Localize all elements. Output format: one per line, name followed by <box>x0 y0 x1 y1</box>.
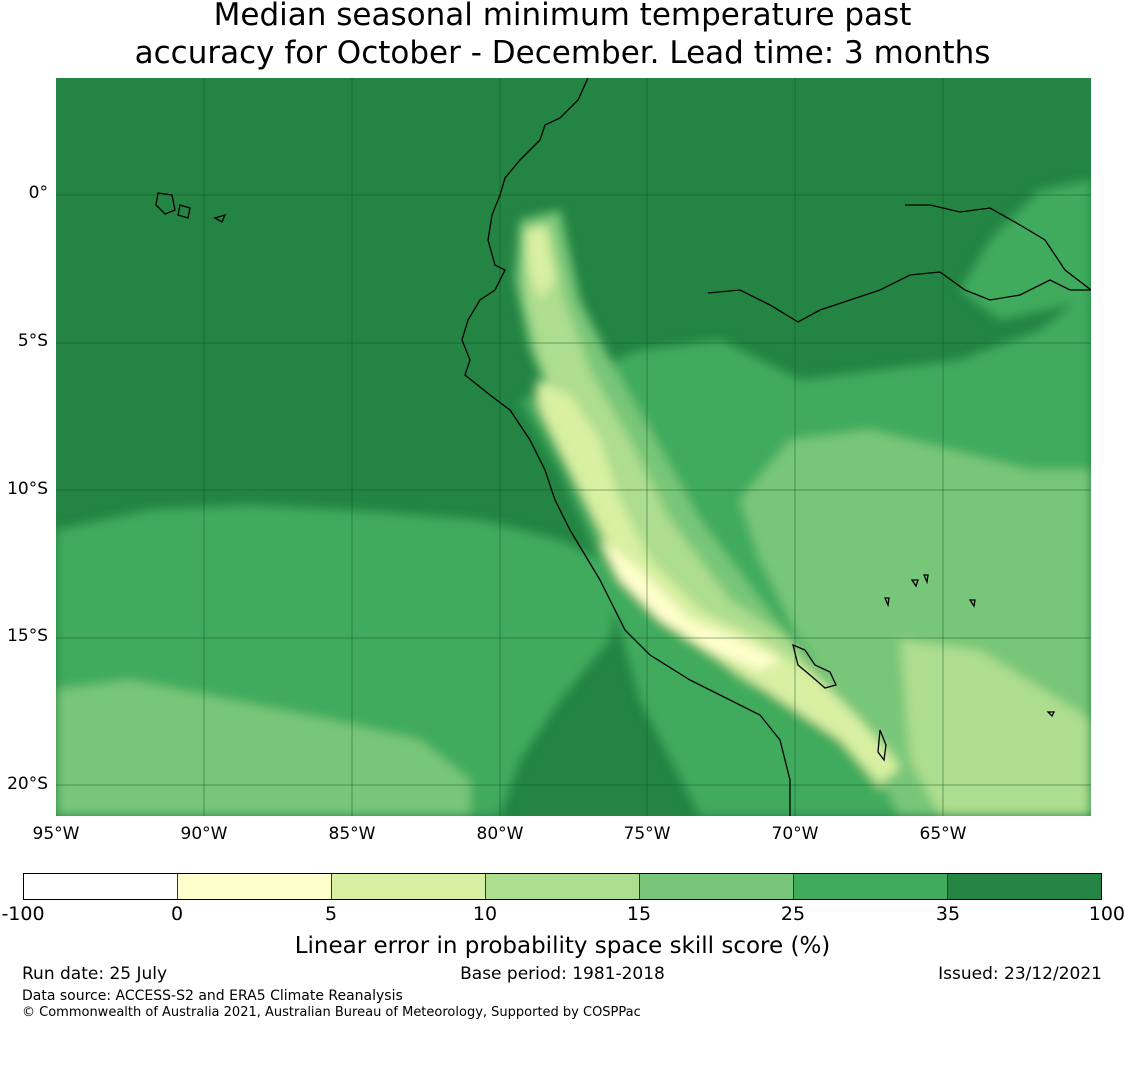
y-tick-label: 0° <box>28 183 48 203</box>
base-period: Base period: 1981-2018 <box>460 964 665 984</box>
amazon-river <box>707 271 1091 323</box>
x-tick-label: 75°W <box>623 824 671 844</box>
lake-small-5 <box>1046 711 1056 718</box>
region-25-35-north <box>960 180 1091 320</box>
region-10-15-southeast <box>900 640 1091 816</box>
lake-poopo <box>877 729 887 762</box>
region-5-10-north <box>525 225 555 300</box>
chart-title-line1: Median seasonal minimum temperature past <box>213 0 912 33</box>
region-15-25-ocean-south <box>56 680 470 816</box>
colorbar-tick: 15 <box>626 903 652 925</box>
colorbar-tick: 100 <box>1088 903 1125 925</box>
amazon-river-north <box>905 204 1091 291</box>
coastlines <box>155 78 1091 816</box>
y-tick-label: 10°S <box>7 479 48 499</box>
colorbar-tick: 10 <box>472 903 498 925</box>
galapagos-island-2 <box>177 204 191 219</box>
copyright: © Commonwealth of Australia 2021, Austra… <box>22 1005 641 1020</box>
x-tick-label: 95°W <box>32 824 80 844</box>
lake-small-2 <box>923 574 929 585</box>
south-america-west-coast <box>461 78 791 816</box>
colorbar-segment <box>794 874 948 899</box>
x-tick-label: 90°W <box>180 824 228 844</box>
x-tick-label: 85°W <box>328 824 376 844</box>
lake-titicaca <box>792 643 837 689</box>
colorbar-tick: 25 <box>780 903 806 925</box>
colorbar-label: Linear error in probability space skill … <box>294 933 831 959</box>
issued-date: Issued: 23/12/2021 <box>938 964 1102 984</box>
colorbar-tick: 0 <box>170 903 184 925</box>
region-0-5-ridge <box>600 540 780 670</box>
colorbar-segment <box>24 874 178 899</box>
colorbar-segment <box>332 874 486 899</box>
y-tick-label: 5°S <box>17 331 48 351</box>
colorbar-tick: -100 <box>1 903 45 925</box>
colorbar-tick: 35 <box>935 903 961 925</box>
lake-small-4 <box>968 599 976 608</box>
x-tick-label: 70°W <box>771 824 819 844</box>
colorbar <box>23 873 1102 900</box>
region-15-25-andes <box>515 210 800 700</box>
x-tick-label: 80°W <box>476 824 524 844</box>
x-tick-label: 65°W <box>919 824 967 844</box>
y-tick-label: 20°S <box>7 774 48 794</box>
colorbar-segment <box>486 874 640 899</box>
colorbar-segment <box>178 874 332 899</box>
y-tick-label: 15°S <box>7 626 48 646</box>
chart-title-line2: accuracy for October - December. Lead ti… <box>134 35 991 71</box>
lake-small-3 <box>884 597 890 608</box>
galapagos-island-3 <box>213 213 227 223</box>
data-source: Data source: ACCESS-S2 and ERA5 Climate … <box>22 988 403 1004</box>
region-5-10-ridge <box>535 380 900 780</box>
lake-small-1 <box>910 579 919 588</box>
colorbar-segment <box>948 874 1101 899</box>
colorbar-tick: 5 <box>324 903 338 925</box>
colorbar-segment <box>640 874 794 899</box>
graticule <box>56 78 1091 816</box>
galapagos-island-1 <box>155 192 176 215</box>
skill-field <box>56 180 1091 816</box>
run-date: Run date: 25 July <box>22 964 168 984</box>
